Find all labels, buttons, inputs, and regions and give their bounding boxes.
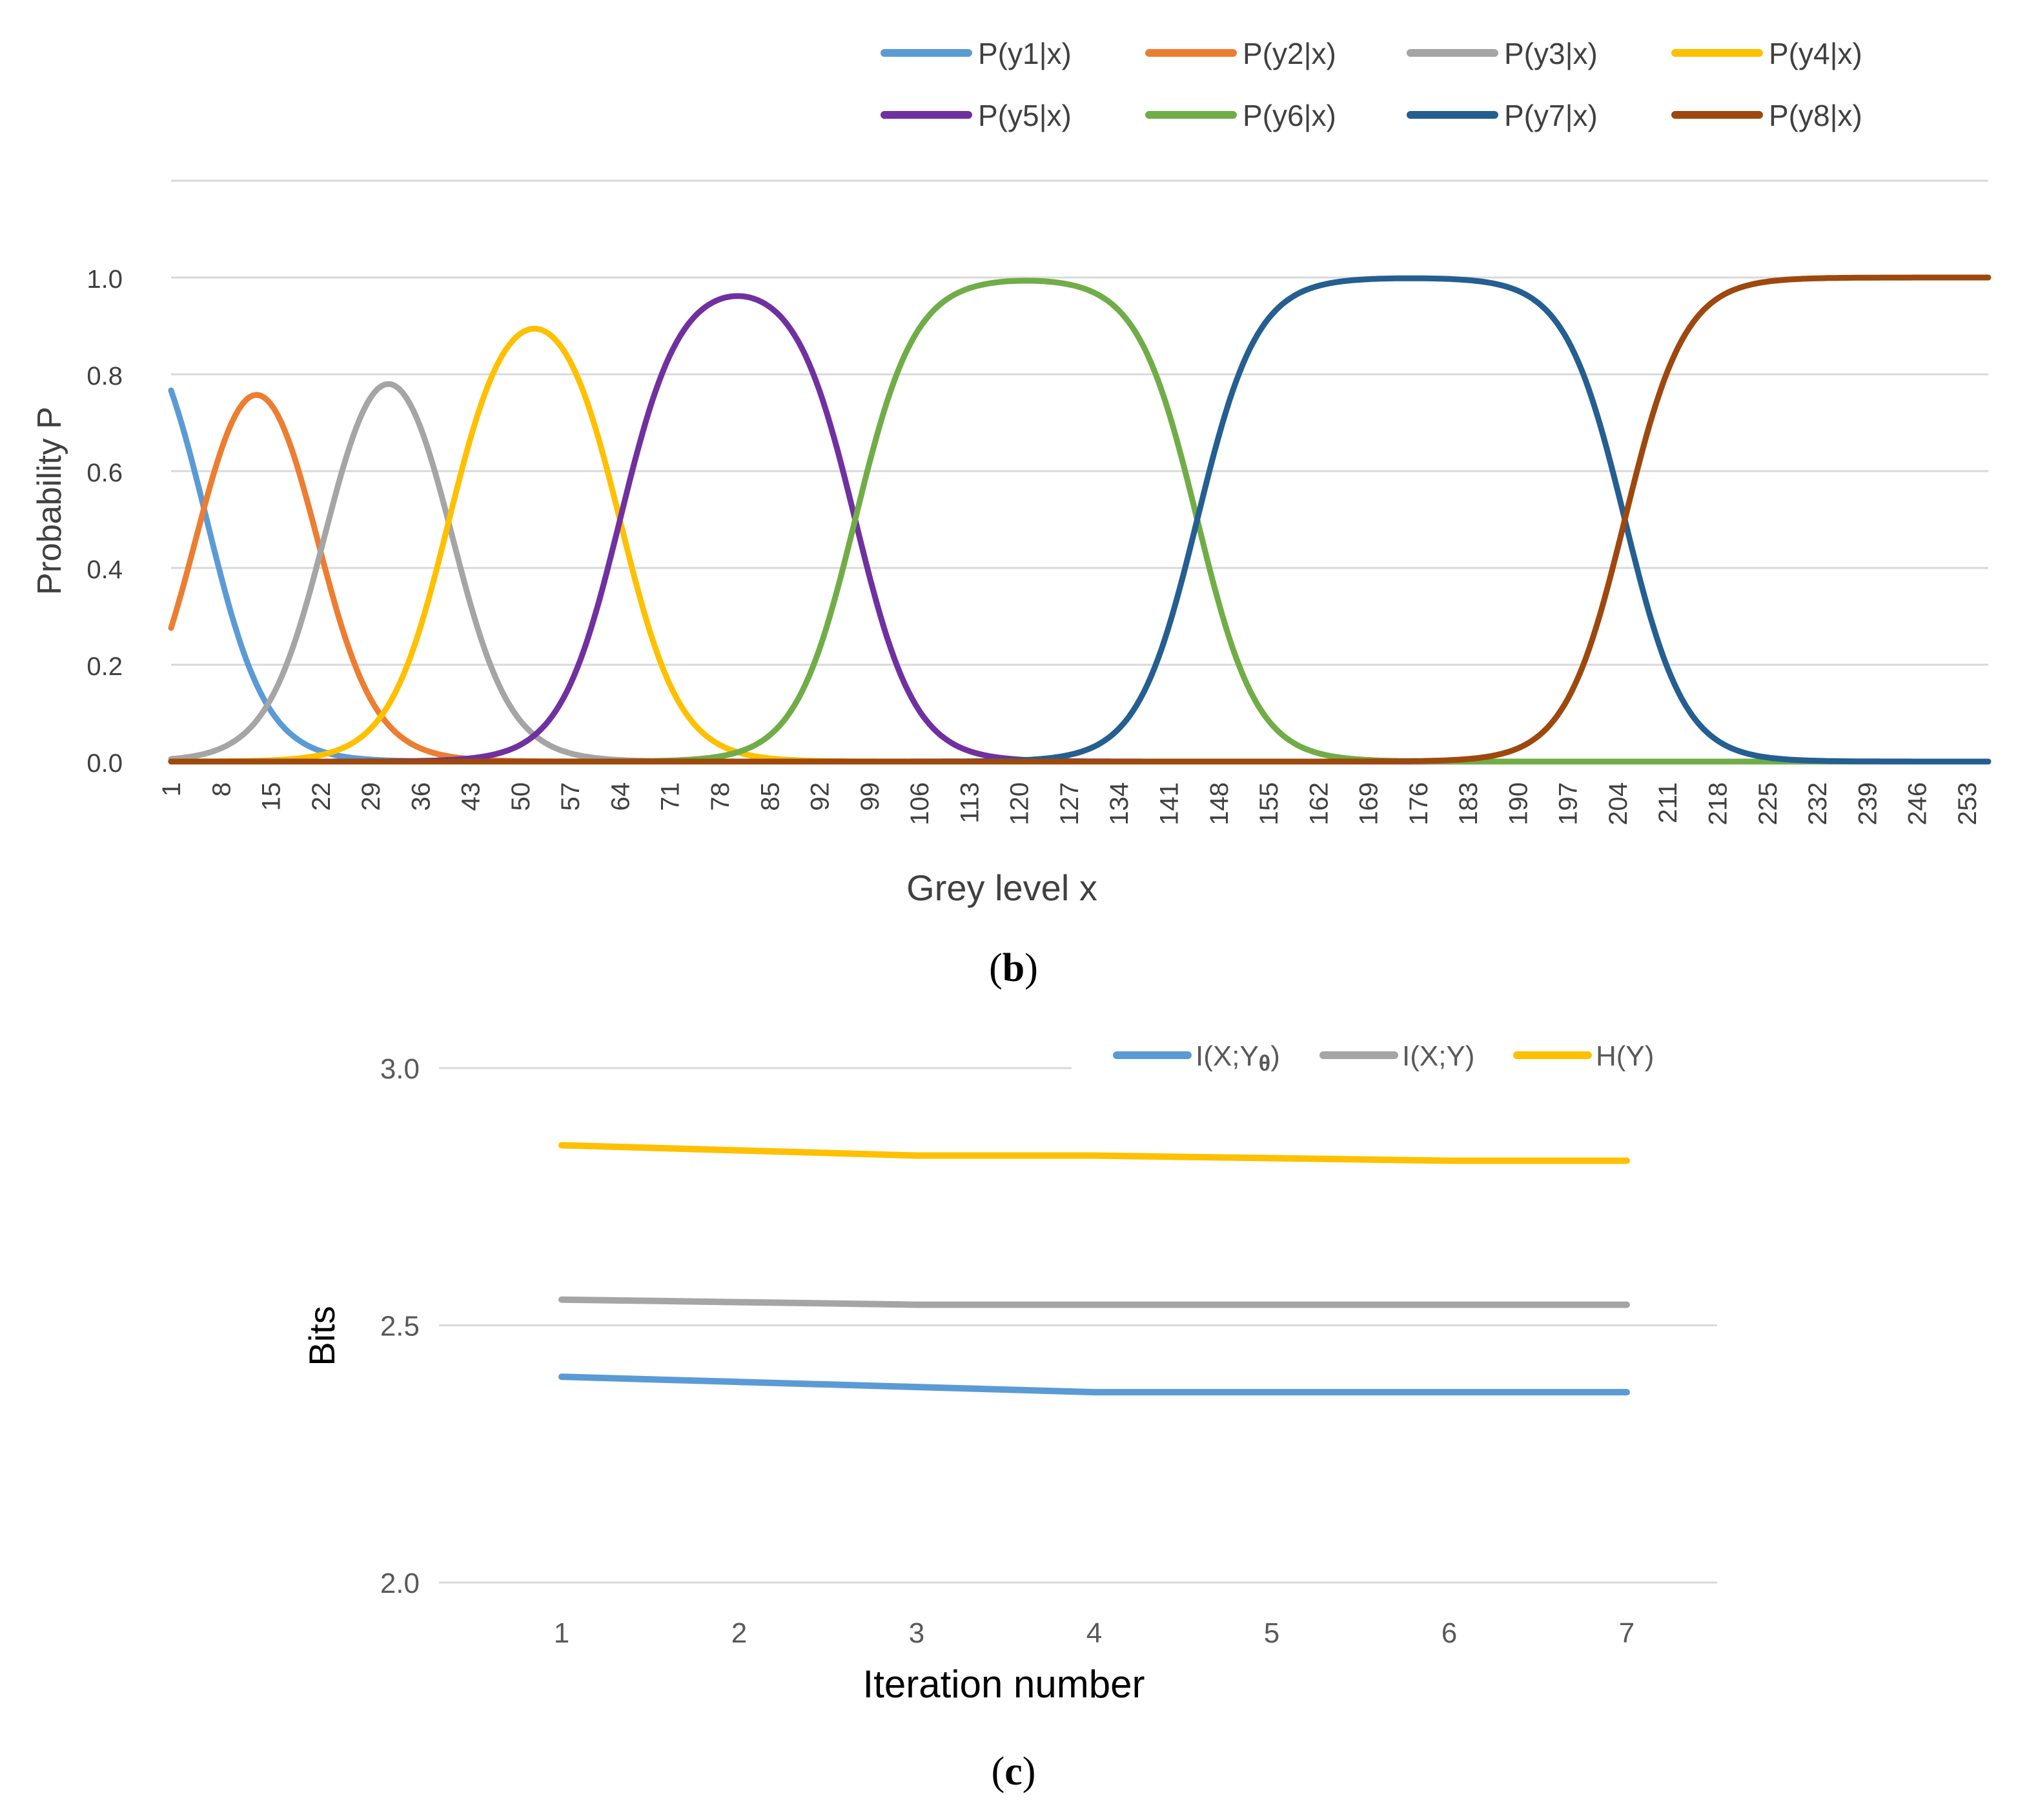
- chart-b-x-tick-label: 176: [1405, 782, 1433, 825]
- chart-c-x-tick-label: 3: [909, 1617, 924, 1649]
- chart-b-x-tick-label: 8: [207, 782, 236, 796]
- chart-b-x-tick-label: 183: [1454, 782, 1483, 825]
- chart-b-x-tick-label: 57: [556, 782, 585, 811]
- chart-b-gridlines: [171, 179, 1988, 763]
- chart-b-legend-label: P(y4|x): [1769, 37, 1862, 70]
- chart-c-x-tick-labels: 1 2 3 4 5 6 7: [554, 1617, 1635, 1649]
- chart-b-legend-label: P(y3|x): [1504, 37, 1598, 70]
- chart-b-legend-label: P(y2|x): [1243, 37, 1336, 70]
- chart-b-legend-label: P(y8|x): [1769, 99, 1862, 132]
- chart-b-x-tick-label: 253: [1953, 782, 1982, 825]
- chart-b-x-tick-label: 106: [906, 782, 934, 825]
- chart-b-x-tick-label: 113: [955, 782, 984, 824]
- chart-c-legend-label: H(Y): [1596, 1040, 1654, 1072]
- chart-b-x-tick-label: 134: [1105, 782, 1134, 825]
- chart-b-x-tick-label: 43: [457, 782, 485, 811]
- chart-c-y-tick-label: 3.0: [380, 1053, 420, 1085]
- chart-b-x-tick-label: 218: [1704, 782, 1733, 825]
- caption-b-letter: b: [1003, 946, 1024, 990]
- chart-b-x-tick-label: 204: [1604, 782, 1633, 825]
- chart-c-x-tick-label: 4: [1086, 1617, 1102, 1649]
- chart-b-x-tick-label: 22: [307, 782, 336, 811]
- chart-c-series-line-1: [558, 1373, 1630, 1396]
- chart-b-y-tick-label: 0.4: [87, 556, 123, 584]
- chart-b-x-tick-label: 232: [1804, 782, 1832, 825]
- chart-b-x-tick-label: 162: [1305, 782, 1333, 825]
- chart-b-x-tick-label: 1: [158, 782, 186, 796]
- chart-b-legend-label: P(y1|x): [978, 37, 1072, 70]
- chart-b-x-axis-label: Grey level x: [906, 867, 1097, 908]
- chart-c-y-axis-label: Bits: [301, 1306, 342, 1366]
- chart-c-x-tick-label: 5: [1264, 1617, 1279, 1649]
- chart-b-x-tick-label: 148: [1205, 782, 1234, 825]
- chart-b-x-tick-label: 64: [606, 782, 635, 811]
- caption-c-close: ): [1023, 1750, 1036, 1794]
- chart-c-series-line-2: [558, 1296, 1630, 1308]
- chart-c-legend-label: I(X;Yθ): [1196, 1040, 1280, 1076]
- chart-b-x-tick-label: 36: [407, 782, 435, 811]
- chart-c-x-axis-label: Iteration number: [863, 1663, 1145, 1706]
- chart-c-x-tick-label: 1: [554, 1617, 569, 1649]
- chart-c-caption: (c): [992, 1750, 1036, 1794]
- chart-c-x-tick-label: 6: [1441, 1617, 1457, 1649]
- chart-b-series: [168, 274, 1991, 765]
- chart-b-x-tick-label: 71: [657, 782, 685, 811]
- chart-b-y-tick-label: 0.0: [87, 749, 123, 778]
- chart-b-series-line-8: [168, 274, 1991, 765]
- chart-b-x-tick-label: 120: [1006, 782, 1034, 825]
- chart-b-x-tick-label: 29: [357, 782, 385, 811]
- chart-b-x-tick-label: 15: [258, 782, 286, 811]
- chart-b-y-tick-label: 0.2: [87, 652, 123, 681]
- chart-c-legend-label: I(X;Y): [1402, 1040, 1474, 1072]
- chart-b-y-tick-label: 0.6: [87, 459, 123, 487]
- chart-b-legend: P(y1|x) P(y2|x) P(y3|x) P(y4|x) P(y5|x) P(y6|…: [881, 37, 1862, 132]
- caption-b-close: ): [1024, 946, 1038, 990]
- chart-c-x-tick-label: 2: [731, 1617, 747, 1649]
- caption-b-open: (: [989, 946, 1003, 990]
- chart-b-x-tick-label: 239: [1853, 782, 1882, 825]
- chart-b-x-tick-label: 92: [806, 782, 835, 811]
- caption-c-open: (: [992, 1750, 1005, 1794]
- chart-b-x-tick-label: 211: [1654, 782, 1682, 824]
- chart-b-x-tick-label: 190: [1504, 782, 1533, 825]
- chart-b-x-tick-label: 127: [1055, 782, 1084, 825]
- chart-c-series: [558, 1142, 1630, 1396]
- chart-b-x-tick-label: 50: [507, 782, 535, 811]
- chart-b-x-tick-label: 99: [856, 782, 884, 811]
- chart-c-x-tick-label: 7: [1619, 1617, 1635, 1649]
- chart-b-legend-label: P(y5|x): [978, 99, 1072, 132]
- chart-b-y-tick-label: 1.0: [87, 265, 123, 294]
- chart-b-x-tick-label: 169: [1355, 782, 1383, 825]
- chart-b-x-tick-labels: 1 8 15 22 29 36 43 50 57 64 71 78 85 92 99 106 113 120 127…: [158, 782, 1982, 825]
- chart-b-x-tick-label: 141: [1155, 782, 1183, 825]
- chart-b-x-tick-label: 197: [1554, 782, 1583, 825]
- chart-b-y-axis-label: Probability P: [31, 407, 68, 595]
- chart-b-x-tick-label: 78: [706, 782, 735, 811]
- chart-b-x-tick-label: 225: [1754, 782, 1782, 825]
- chart-c-y-tick-labels: 2.0 2.5 3.0: [380, 1053, 420, 1599]
- chart-c-gridlines: [439, 1067, 1717, 1584]
- chart-c-series-line-3: [558, 1142, 1630, 1164]
- chart-c: 2.0 2.5 3.0 1 2 3 4 5 6 7 I(X;Yθ) I(X;Y) H(Y) Bits…: [301, 1040, 1717, 1794]
- chart-b-y-tick-labels: 0.0 0.2 0.4 0.6 0.8 1.0: [87, 265, 123, 778]
- caption-c-letter: c: [1004, 1750, 1023, 1794]
- chart-b-legend-label: P(y7|x): [1504, 99, 1598, 132]
- chart-c-y-tick-label: 2.0: [380, 1568, 420, 1599]
- chart-c-y-tick-label: 2.5: [380, 1311, 420, 1342]
- chart-b-caption: (b): [989, 946, 1038, 990]
- chart-b-legend-label: P(y6|x): [1243, 99, 1336, 132]
- chart-c-legend: I(X;Yθ) I(X;Y) H(Y): [1113, 1040, 1654, 1076]
- chart-b-x-tick-label: 155: [1255, 782, 1283, 825]
- chart-b-x-tick-label: 246: [1904, 782, 1932, 825]
- chart-b-y-tick-label: 0.8: [87, 362, 123, 390]
- chart-b-x-tick-label: 85: [756, 782, 784, 811]
- chart-b: 0.0 0.2 0.4 0.6 0.8 1.0 1 8 15 22 29 36 43 50 57 64 71 7…: [31, 37, 1991, 990]
